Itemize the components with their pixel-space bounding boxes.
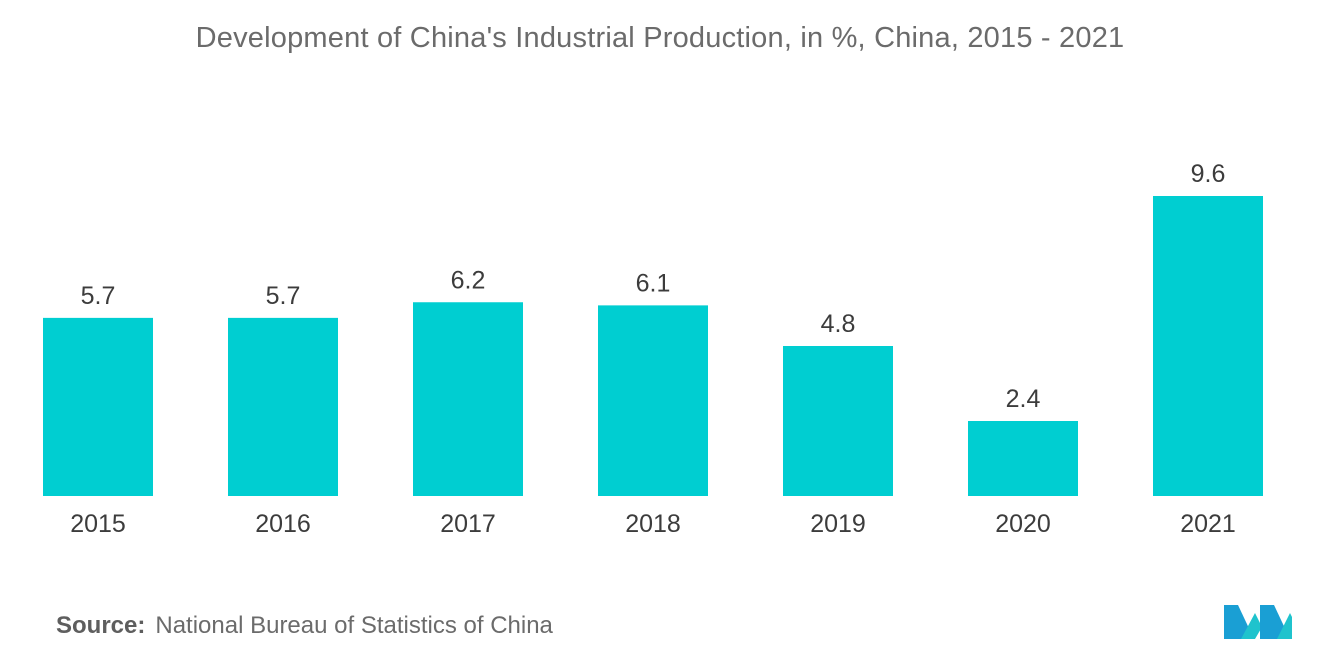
x-tick-label-2021: 2021 — [1180, 510, 1236, 538]
x-tick-label-2019: 2019 — [810, 510, 866, 538]
x-tick-label-2015: 2015 — [70, 510, 126, 538]
value-label-2017: 6.2 — [451, 266, 486, 294]
bar-2020 — [968, 421, 1078, 496]
bar-2021 — [1153, 196, 1263, 496]
bar-2016 — [228, 317, 338, 496]
value-label-2019: 4.8 — [821, 310, 856, 338]
bar-2017 — [413, 302, 523, 496]
x-tick-label-2016: 2016 — [255, 510, 311, 538]
x-tick-label-2020: 2020 — [995, 510, 1051, 538]
source-note: Source: National Bureau of Statistics of … — [56, 612, 553, 640]
x-axis-labels-group: 2015 2016 2017 2018 2019 2020 2021 — [70, 510, 1236, 538]
value-label-2018: 6.1 — [636, 269, 671, 297]
x-tick-label-2017: 2017 — [440, 510, 496, 538]
source-label: Source: — [56, 612, 146, 639]
bars-group — [43, 196, 1263, 496]
value-label-2020: 2.4 — [1006, 385, 1041, 413]
value-label-2016: 5.7 — [266, 282, 301, 310]
value-labels-group: 5.7 5.7 6.2 6.1 4.8 2.4 9.6 — [81, 160, 1226, 413]
bar-2018 — [598, 305, 708, 496]
chart-title: Development of China's Industrial Produc… — [195, 22, 1125, 54]
source-text: National Bureau of Statistics of China — [155, 612, 553, 639]
value-label-2021: 9.6 — [1191, 160, 1226, 188]
bar-2019 — [783, 346, 893, 496]
bar-2015 — [43, 317, 153, 496]
mordor-intelligence-logo-icon — [1224, 605, 1292, 639]
value-label-2015: 5.7 — [81, 282, 116, 310]
x-tick-label-2018: 2018 — [625, 510, 681, 538]
